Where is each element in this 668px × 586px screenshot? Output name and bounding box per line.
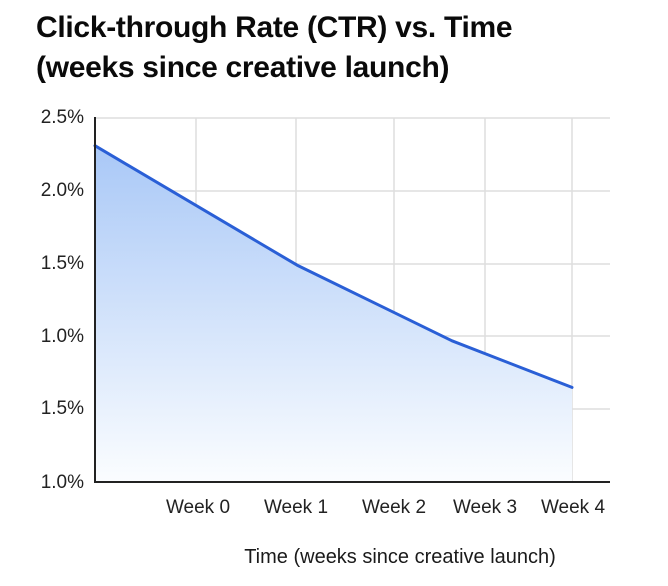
x-tick-label: Week 1 [263, 497, 329, 518]
x-tick-label: Week 3 [452, 497, 518, 518]
y-tick-label: 2.5% [40, 107, 84, 128]
area-fill [95, 145, 572, 482]
y-tick-label: 1.0% [40, 472, 84, 493]
chart-title-line-2: (weeks since creative launch) [36, 51, 450, 84]
y-tick-label: 1.0% [40, 326, 84, 347]
x-tick-label: Week 2 [361, 497, 427, 518]
chart-title: Click-through Rate (CTR) vs. Time (weeks… [36, 8, 656, 88]
x-axis-title: Time (weeks since creative launch) [244, 546, 556, 568]
ctr-line [93, 144, 574, 389]
y-tick-label: 1.5% [40, 253, 84, 274]
y-tick-label: 1.5% [40, 398, 84, 419]
y-tick-label: 2.0% [40, 180, 84, 201]
x-tick-label: Week 0 [165, 497, 231, 518]
chart-title-line-1: Click-through Rate (CTR) vs. Time [36, 11, 513, 44]
x-tick-label: Week 4 [540, 497, 606, 518]
